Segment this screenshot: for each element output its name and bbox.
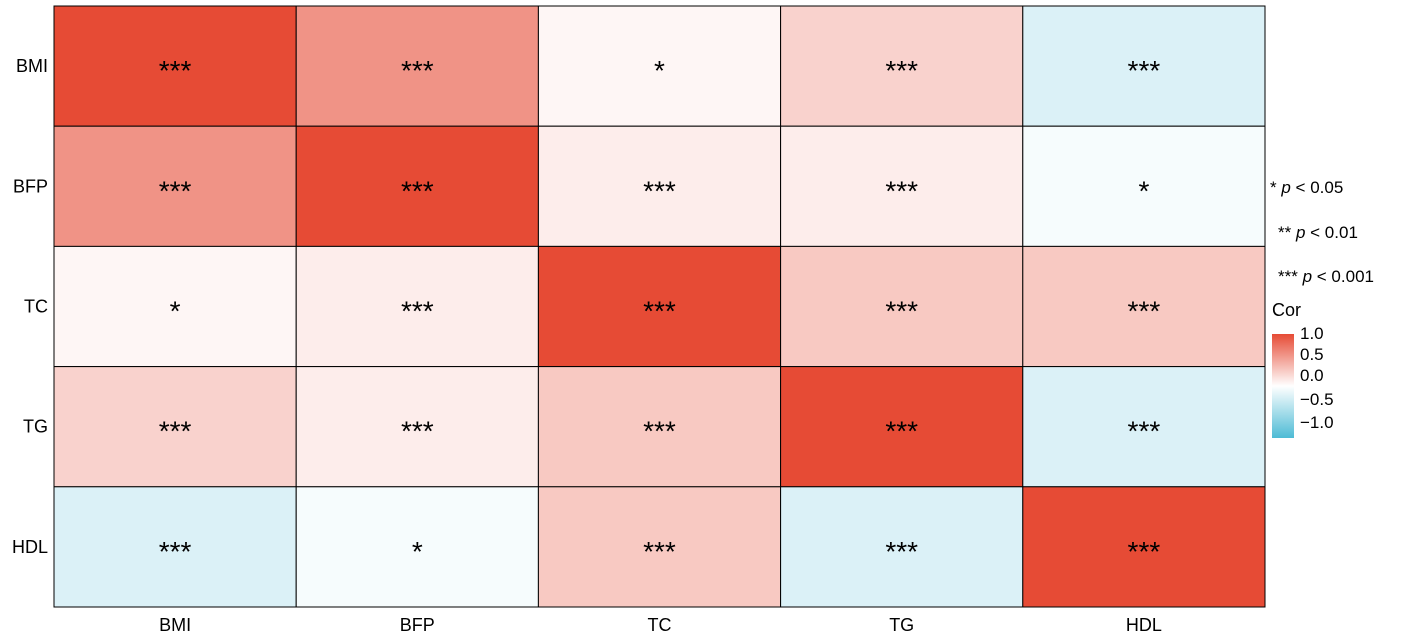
cell-significance-label: *** [159, 175, 192, 206]
cell-significance-label: *** [1128, 296, 1161, 327]
heatmap-cell-bfp-bmi [53, 125, 297, 247]
cell-significance-label: *** [401, 296, 434, 327]
heatmap-cell-bmi-bmi [53, 5, 297, 127]
x-tick-label-hdl: HDL [1126, 615, 1162, 635]
cell-significance-label: *** [643, 416, 676, 447]
y-tick-label-bmi: BMI [16, 56, 48, 76]
heatmap-cell-tg-bmi [53, 366, 297, 488]
x-tick-label-bmi: BMI [159, 615, 191, 635]
colorbar [1272, 334, 1294, 438]
cell-significance-label: *** [159, 536, 192, 567]
y-tick-label-tc: TC [24, 297, 48, 317]
cell-significance-label: *** [643, 296, 676, 327]
y-tick-label-hdl: HDL [12, 537, 48, 557]
cell-significance-label: *** [1128, 55, 1161, 86]
cell-significance-label: *** [885, 55, 918, 86]
heatmap-cell-hdl-bfp [295, 486, 539, 608]
cell-significance-label: *** [885, 175, 918, 206]
heatmap-cell-tc-tg [780, 245, 1024, 368]
heatmap-cell-tg-tc [537, 366, 782, 488]
x-tick-label-tg: TG [889, 615, 914, 635]
heatmap-cell-bmi-bfp [295, 5, 539, 127]
cell-significance-label: *** [401, 175, 434, 206]
cell-significance-label: *** [159, 416, 192, 447]
colorbar-tick-1: 1.0 [1300, 324, 1324, 343]
heatmap-cell-hdl-bmi [53, 486, 297, 608]
colorbar-title: Cor [1272, 300, 1302, 320]
heatmap-cell-tg-bfp [295, 366, 539, 488]
heatmap-cell-bfp-hdl [1022, 125, 1266, 247]
cell-significance-label: *** [401, 416, 434, 447]
x-tick-label-bfp: BFP [400, 615, 435, 635]
cell-significance-label: *** [1128, 416, 1161, 447]
cell-significance-label: * [654, 55, 665, 86]
y-tick-label-bfp: BFP [13, 176, 48, 196]
cell-significance-label: * [1138, 175, 1149, 206]
x-tick-label-tc: TC [648, 615, 672, 635]
colorbar-tick-3: 0.0 [1300, 366, 1324, 385]
cell-significance-label: *** [1128, 536, 1161, 567]
colorbar-tick-4: −0.5 [1300, 390, 1334, 409]
cell-significance-label: *** [401, 55, 434, 86]
heatmap-cell-tc-tc [537, 245, 782, 368]
heatmap-cell-hdl-tc [537, 486, 782, 608]
cell-significance-label: *** [885, 416, 918, 447]
cell-significance-label: * [412, 536, 423, 567]
heatmap-cell-tc-bfp [295, 245, 539, 368]
heatmap-cell-hdl-hdl [1022, 486, 1266, 608]
colorbar-tick-5: −1.0 [1300, 413, 1334, 432]
y-tick-label-tg: TG [23, 417, 48, 437]
cell-significance-label: *** [885, 536, 918, 567]
cell-significance-label: *** [643, 175, 676, 206]
cell-significance-label: *** [159, 55, 192, 86]
sig-legend-1: * p < 0.05 [1270, 178, 1344, 197]
heatmap-cell-bmi-tg [780, 5, 1024, 127]
heatmap-cell-bfp-bfp [295, 125, 539, 247]
cell-significance-label: * [170, 296, 181, 327]
heatmap-cell-tc-hdl [1022, 245, 1266, 368]
sig-legend-2: ** p < 0.01 [1278, 223, 1358, 242]
sig-legend-3: *** p < 0.001 [1278, 267, 1374, 286]
colorbar-tick-2: 0.5 [1300, 345, 1324, 364]
heatmap-cell-tg-hdl [1022, 366, 1266, 488]
heatmap-cell-bmi-tc [537, 5, 782, 127]
heatmap-cell-tg-tg [780, 366, 1024, 488]
cell-significance-label: *** [885, 296, 918, 327]
heatmap-cell-bmi-hdl [1022, 5, 1266, 127]
cell-significance-label: *** [643, 536, 676, 567]
heatmap-cell-bfp-tc [537, 125, 782, 247]
